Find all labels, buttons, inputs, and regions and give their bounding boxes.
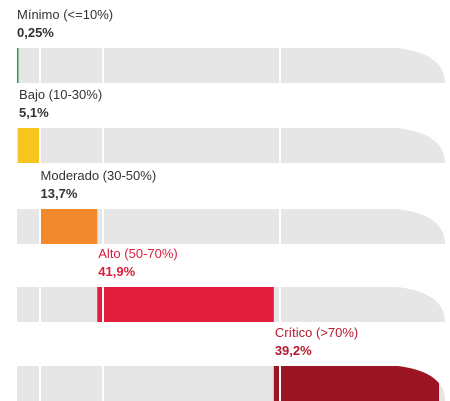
- bar-segment: [273, 366, 439, 401]
- bar-segment: [18, 128, 40, 163]
- category-label: Mínimo (<=10%): [17, 7, 113, 22]
- category-label: Alto (50-70%): [98, 246, 177, 261]
- value-label: 39,2%: [275, 343, 312, 358]
- category-label: Moderado (30-50%): [41, 168, 157, 183]
- value-label: 0,25%: [17, 25, 54, 40]
- train: [17, 48, 445, 83]
- value-label: 5,1%: [19, 105, 49, 120]
- category-label: Crítico (>70%): [275, 325, 358, 340]
- train: [17, 209, 445, 244]
- train: [17, 128, 445, 163]
- bar-segment: [17, 48, 19, 83]
- bar-segment: [97, 287, 274, 322]
- bar-segment: [39, 209, 98, 244]
- category-label: Bajo (10-30%): [19, 87, 102, 102]
- value-label: 13,7%: [41, 186, 78, 201]
- value-label: 41,9%: [98, 264, 135, 279]
